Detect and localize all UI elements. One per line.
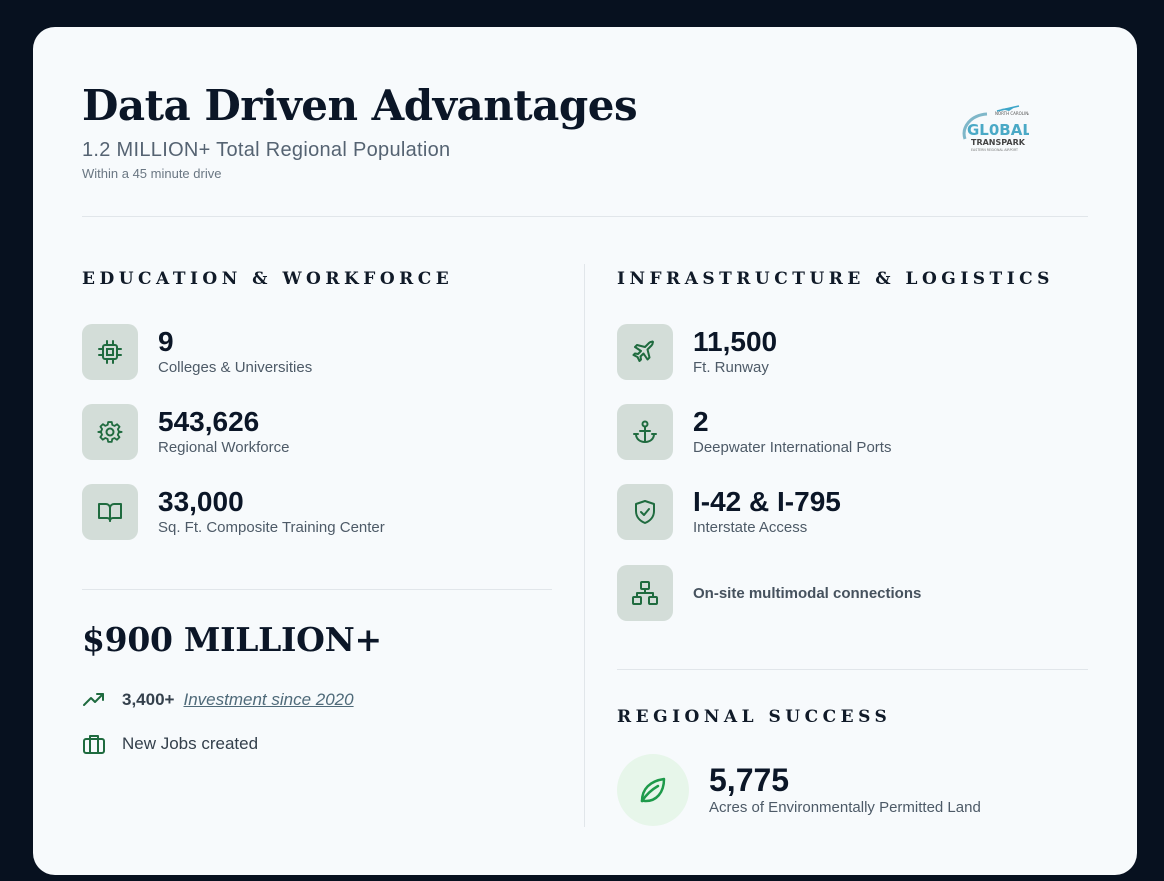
stat-value: 2 <box>693 406 709 437</box>
book-icon <box>82 484 138 540</box>
stat-interstate: I-42 & I-795 Interstate Access <box>617 484 841 540</box>
stat-multimodal: On-site multimodal connections <box>617 565 921 621</box>
leaf-icon <box>617 754 689 826</box>
gear-icon <box>82 404 138 460</box>
page-title: Data Driven Advantages <box>82 81 638 130</box>
stat-value: I-42 & I-795 <box>693 486 841 517</box>
trending-up-icon <box>83 693 104 706</box>
network-icon <box>617 565 673 621</box>
stat-label: Deepwater International Ports <box>693 439 892 456</box>
regional-heading: REGIONAL SUCCESS <box>617 707 892 727</box>
column-divider <box>584 264 585 827</box>
svg-text:TRANSPARK: TRANSPARK <box>971 138 1026 147</box>
anchor-icon <box>617 404 673 460</box>
chip-icon <box>82 324 138 380</box>
stat-label: On-site multimodal connections <box>693 585 922 602</box>
stat-colleges: 9 Colleges & Universities <box>82 324 312 380</box>
stat-label: Acres of Environmentally Permitted Land <box>709 799 981 816</box>
briefcase-icon <box>83 735 105 754</box>
svg-text:EASTERN REGIONAL AIRPORT: EASTERN REGIONAL AIRPORT <box>971 148 1018 152</box>
jobs-label: New Jobs created <box>122 734 259 753</box>
investment-link[interactable]: Investment since 2020 <box>183 690 354 709</box>
stat-training-center: 33,000 Sq. Ft. Composite Training Center <box>82 484 385 540</box>
investment-row: 3,400+ Investment since 2020 <box>82 688 354 712</box>
svg-text:GL0BAL: GL0BAL <box>967 121 1029 139</box>
header-divider <box>82 216 1088 217</box>
stat-label: Regional Workforce <box>158 439 290 456</box>
stat-value: 5,775 <box>709 762 790 798</box>
education-heading: EDUCATION & WORKFORCE <box>82 269 454 289</box>
svg-text:NORTH CAROLINA: NORTH CAROLINA <box>995 111 1029 116</box>
population-subtitle: 1.2 MILLION+ Total Regional Population <box>82 139 451 161</box>
stat-label: Interstate Access <box>693 519 808 536</box>
stat-permitted-land: 5,775 Acres of Environmentally Permitted… <box>617 754 981 826</box>
stat-value: 9 <box>158 326 174 357</box>
advantages-card: Data Driven Advantages 1.2 MILLION+ Tota… <box>33 27 1137 875</box>
drive-note: Within a 45 minute drive <box>82 166 222 181</box>
stat-ports: 2 Deepwater International Ports <box>617 404 891 460</box>
plane-icon <box>617 324 673 380</box>
stat-workforce: 543,626 Regional Workforce <box>82 404 289 460</box>
regional-divider <box>617 669 1088 670</box>
stat-runway: 11,500 Ft. Runway <box>617 324 777 380</box>
jobs-count: 3,400+ <box>122 690 175 709</box>
global-transpark-logo: NORTH CAROLINA GL0BAL TRANSPARK EASTERN … <box>962 105 1029 152</box>
stat-label: Sq. Ft. Composite Training Center <box>158 519 385 536</box>
shield-check-icon <box>617 484 673 540</box>
investment-divider <box>82 589 552 590</box>
stat-label: Colleges & Universities <box>158 359 313 376</box>
stat-value: 11,500 <box>693 326 778 357</box>
investment-headline: $900 MILLION+ <box>82 620 382 659</box>
stat-label: Ft. Runway <box>693 359 769 376</box>
stat-value: 543,626 <box>158 406 260 437</box>
stat-value: 33,000 <box>158 486 244 517</box>
infrastructure-heading: INFRASTRUCTURE & LOGISTICS <box>617 269 1054 289</box>
jobs-row: New Jobs created <box>82 732 258 756</box>
